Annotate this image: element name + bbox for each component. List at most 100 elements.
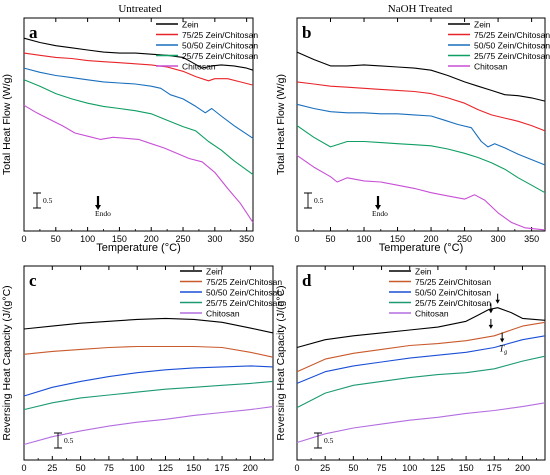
series-line-2 [296,321,546,373]
series-line-1 [23,317,274,334]
tg-label: Tg [499,344,507,356]
scale-bar-label: 0.5 [314,196,324,205]
x-tick-label: 100 [402,463,417,473]
scale-bar: 0.5 [314,432,334,449]
series-line-5 [296,154,546,231]
series-line-4 [23,79,254,176]
legend-label: 50/50 Zein/Chitosan [474,41,550,51]
x-tick-label: 250 [176,234,191,244]
legend-label: Zein [474,20,491,30]
plot-frame [23,265,274,461]
series-line-1 [296,51,546,102]
column-title: NaOH Treated [388,3,453,15]
panel-d: d 0 25 50 75 100 125 150 175 200 Reversing Heat Ca… [275,265,546,473]
x-tick-label: 200 [515,463,530,473]
scale-bar: 0.5 [54,432,74,449]
scale-bar: 0.5 [33,192,53,209]
series-line-3 [296,335,546,384]
x-tick-label: 350 [524,234,539,244]
legend-label: Zein [182,20,199,30]
plot-frame [296,17,546,232]
series-line-5 [23,406,274,446]
plot-frame [23,17,254,232]
series-line-3 [23,67,254,139]
x-tick-label: 250 [457,234,472,244]
x-axis-label: Temperature (°C) [379,242,463,254]
series-line-1 [296,307,546,349]
x-tick-label: 0 [21,234,26,244]
endo-label: Endo [95,209,111,218]
x-tick-label: 0 [294,234,299,244]
series-line-4 [296,355,546,409]
tg-arrow-head [488,309,494,314]
x-tick-label: 150 [390,234,405,244]
panel-letter: c [29,271,37,290]
legend-label: Chitosan [474,62,508,72]
x-tick-label: 350 [239,234,254,244]
legend-label: 50/50 Zein/Chitosan [415,288,491,298]
panel-letter: d [302,271,312,290]
legend-label: Chitosan [206,309,240,319]
x-tick-label: 50 [51,234,61,244]
legend-label: 25/75 Zein/Chitosan [182,51,258,61]
x-tick-label: 100 [130,463,145,473]
series-line-5 [23,104,254,223]
x-tick-label: 50 [76,463,86,473]
x-tick-label: 75 [104,463,114,473]
x-tick-label: 25 [320,463,330,473]
x-tick-label: 75 [377,463,387,473]
y-axis-label: Total Heat Flow (W/g) [275,74,287,175]
tg-arrow-head [488,324,494,329]
legend-label: 75/25 Zein/Chitosan [415,277,491,287]
series-line-3 [296,103,546,166]
series-line-4 [296,125,546,194]
x-tick-label: 150 [112,234,127,244]
series-line-2 [23,52,254,86]
legend-label: 25/75 Zein/Chitosan [206,298,282,308]
series-line-5 [296,402,546,444]
x-tick-label: 200 [243,463,258,473]
x-tick-label: 125 [430,463,445,473]
x-tick-label: 50 [348,463,358,473]
scale-bar: 0.5 [304,192,324,209]
scale-bar-label: 0.5 [64,436,74,445]
x-tick-label: 150 [186,463,201,473]
panel-c: c 0 25 50 75 100 125 150 175 200 Reversing Heat Ca… [1,265,282,473]
x-tick-label: 200 [144,234,159,244]
panel-a: Untreated a 0 50 100 150 200 250 300 350 Temperatu… [1,3,258,254]
legend-label: 75/25 Zein/Chitosan [182,30,258,40]
x-tick-label: 100 [357,234,372,244]
legend-label: 75/25 Zein/Chitosan [474,30,550,40]
plot-frame [296,265,546,461]
x-tick-label: 125 [158,463,173,473]
legend-label: Chitosan [415,309,449,319]
endo-arrow-head [95,205,101,210]
panel-letter: a [29,23,38,42]
series-line-3 [23,365,274,397]
scale-bar-label: 0.5 [324,436,334,445]
series-line-4 [23,380,274,411]
x-tick-label: 0 [294,463,299,473]
series-line-2 [296,81,546,132]
legend-label: Chitosan [182,62,216,72]
endo-label: Endo [372,209,388,218]
legend-label: 25/75 Zein/Chitosan [415,298,491,308]
x-tick-label: 0 [21,463,26,473]
series-line-2 [23,345,274,358]
panel-letter: b [302,23,311,42]
x-axis-label: Temperature (°C) [96,242,180,254]
endo-arrow-head [375,205,381,210]
x-tick-label: 25 [47,463,57,473]
panel-b: NaOH Treated b 0 50 100 150 200 250 300 350 Temper… [275,3,550,254]
tg-arrow-head [499,338,505,343]
legend-label: Zein [206,267,223,277]
y-axis-label: Reversing Heat Capacity (J/(g°C) [275,285,287,440]
y-axis-label: Reversing Heat Capacity (J/(g°C) [1,285,13,440]
x-tick-label: 175 [215,463,230,473]
x-tick-label: 300 [491,234,506,244]
y-axis-label: Total Heat Flow (W/g) [1,74,13,175]
